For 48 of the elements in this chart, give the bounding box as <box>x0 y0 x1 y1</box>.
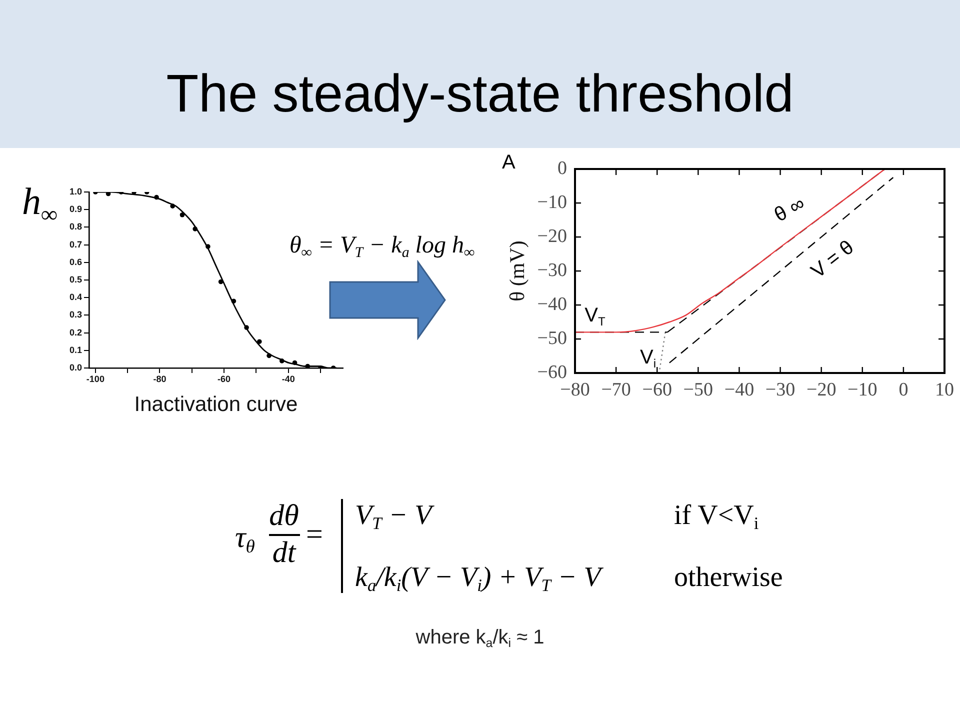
text: k$_{a}$/k$_{i}$(V − V$_{i}$) + V$_{T}$ − V <box>355 562 601 596</box>
text: = <box>306 518 323 552</box>
y-tick-label: 0.5 <box>69 274 82 284</box>
x-tick-label: −50 <box>683 379 714 400</box>
y-tick-label: 0.8 <box>69 222 82 232</box>
text: otherwise <box>674 562 783 594</box>
x-tick-label: −80 <box>560 379 590 400</box>
x-tick-label: −10 <box>848 379 878 400</box>
y-tick-label: −40 <box>537 294 567 315</box>
x-tick-label: −60 <box>642 379 672 400</box>
y-tick-label: 0.3 <box>69 310 82 320</box>
y-tick-label: −50 <box>537 328 567 349</box>
text: The steady-state threshold <box>166 64 794 124</box>
x-axis-title: Inactivation curve <box>134 393 298 416</box>
chart-title: A <box>502 152 516 174</box>
y-tick-label: 0.9 <box>69 204 82 214</box>
text: τ$_{θ}$ <box>235 521 255 558</box>
annotation: θ ∞ <box>770 192 809 227</box>
text: dt <box>272 536 296 570</box>
annotation: V = θ <box>807 236 858 283</box>
x-tick-label: -40 <box>282 374 295 384</box>
x-tick-label: −40 <box>724 379 754 400</box>
y-tick-label: 1.0 <box>69 186 82 196</box>
y-tick-label: −10 <box>537 192 567 213</box>
y-tick-label: 0.4 <box>69 292 82 302</box>
text: V$_{T}$ − V <box>355 500 432 534</box>
y-tick-label: 0.0 <box>69 362 82 372</box>
y-axis-title: θ (mV) <box>505 240 530 302</box>
x-tick-label: 10 <box>935 379 954 400</box>
text: if V<V$_{i}$ <box>674 500 759 534</box>
x-tick-label: -100 <box>86 374 104 384</box>
annotation: θ$_{∞}$ = V$_{T}$ − k$_{a}$ log h$_{∞}$ <box>289 232 475 261</box>
y-axis-title: h∞ <box>22 180 58 228</box>
text: where k$_{a}$/k$_{i}$ ≈ 1 <box>416 626 544 650</box>
y-tick-label: −20 <box>537 226 567 247</box>
x-tick-label: -60 <box>218 374 231 384</box>
x-tick-label: −70 <box>601 379 631 400</box>
text: dθ <box>269 499 299 533</box>
y-tick-label: −30 <box>537 260 567 281</box>
x-tick-label: −30 <box>765 379 796 400</box>
y-tick-label: 0.1 <box>69 344 82 355</box>
y-tick-label: 0 <box>558 158 567 179</box>
y-tick-label: 0.2 <box>69 327 82 338</box>
x-tick-label: −20 <box>806 379 836 400</box>
x-tick-label: -80 <box>153 374 166 384</box>
y-tick-label: 0.6 <box>69 256 82 267</box>
y-tick-label: 0.7 <box>69 239 82 250</box>
x-tick-label: 0 <box>898 379 908 400</box>
